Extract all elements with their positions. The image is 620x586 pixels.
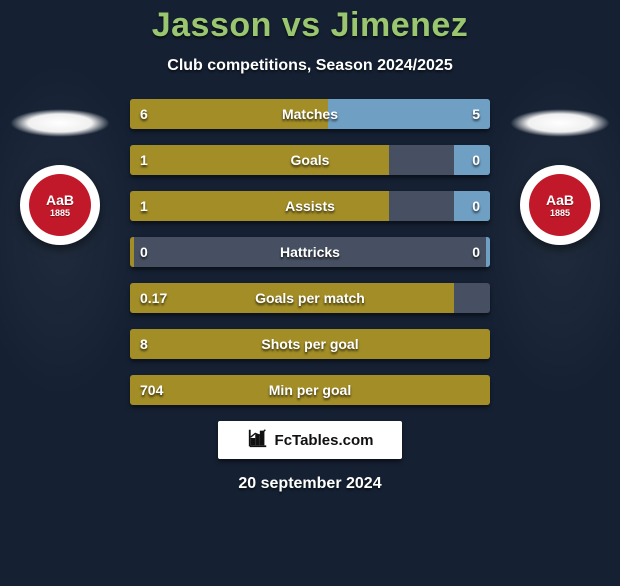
- badge-left-year: 1885: [50, 209, 70, 218]
- comparison-title: Jasson vs Jimenez: [0, 6, 620, 45]
- stat-row: 704Min per goal: [130, 375, 490, 405]
- team-badge-right: AaB 1885: [520, 165, 600, 245]
- badge-left-initials: AaB: [46, 193, 74, 207]
- stat-value-right: [470, 329, 490, 359]
- stat-value-left: 0: [130, 237, 158, 267]
- stat-row: 65Matches: [130, 99, 490, 129]
- stat-value-right: 0: [462, 145, 490, 175]
- stat-row: 0.17Goals per match: [130, 283, 490, 313]
- spotlight-left: [10, 109, 110, 137]
- stat-row: 0 0Hattricks: [130, 237, 490, 267]
- season-subtitle: Club competitions, Season 2024/2025: [0, 57, 620, 75]
- stat-value-left: 6: [130, 99, 158, 129]
- stat-bars: 65Matches10Goals10Assists00Hattricks0.17…: [130, 99, 490, 405]
- stat-row: 8Shots per goal: [130, 329, 490, 359]
- stat-value-left: 8: [130, 329, 158, 359]
- branding-badge: FcTables.com: [218, 421, 402, 459]
- stat-value-left: 704: [130, 375, 173, 405]
- stat-value-left: 1: [130, 191, 158, 221]
- stat-value-right: 0: [462, 191, 490, 221]
- stat-value-left: 0.17: [130, 283, 177, 313]
- stat-fill-left: [130, 191, 389, 221]
- snapshot-date: 20 september 2024: [0, 475, 620, 493]
- stat-value-right: 5: [462, 99, 490, 129]
- badge-right-initials: AaB: [546, 193, 574, 207]
- spotlight-right: [510, 109, 610, 137]
- stat-value-left: 1: [130, 145, 158, 175]
- team-badge-left: AaB 1885: [20, 165, 100, 245]
- stat-row: 10Assists: [130, 191, 490, 221]
- comparison-stage: AaB 1885 AaB 1885 65Matches10Goals10Assi…: [0, 99, 620, 493]
- stat-label: Hattricks: [130, 237, 490, 267]
- badge-right-year: 1885: [550, 209, 570, 218]
- stat-value-right: [470, 283, 490, 313]
- stat-fill-left: [130, 99, 328, 129]
- stat-value-right: 0: [462, 237, 490, 267]
- chart-icon: [247, 427, 269, 454]
- branding-text: FcTables.com: [275, 432, 374, 449]
- stat-fill-left: [130, 283, 454, 313]
- stat-fill-left: [130, 375, 490, 405]
- stat-row: 10Goals: [130, 145, 490, 175]
- stat-value-right: [470, 375, 490, 405]
- stat-fill-left: [130, 329, 490, 359]
- stat-fill-left: [130, 145, 389, 175]
